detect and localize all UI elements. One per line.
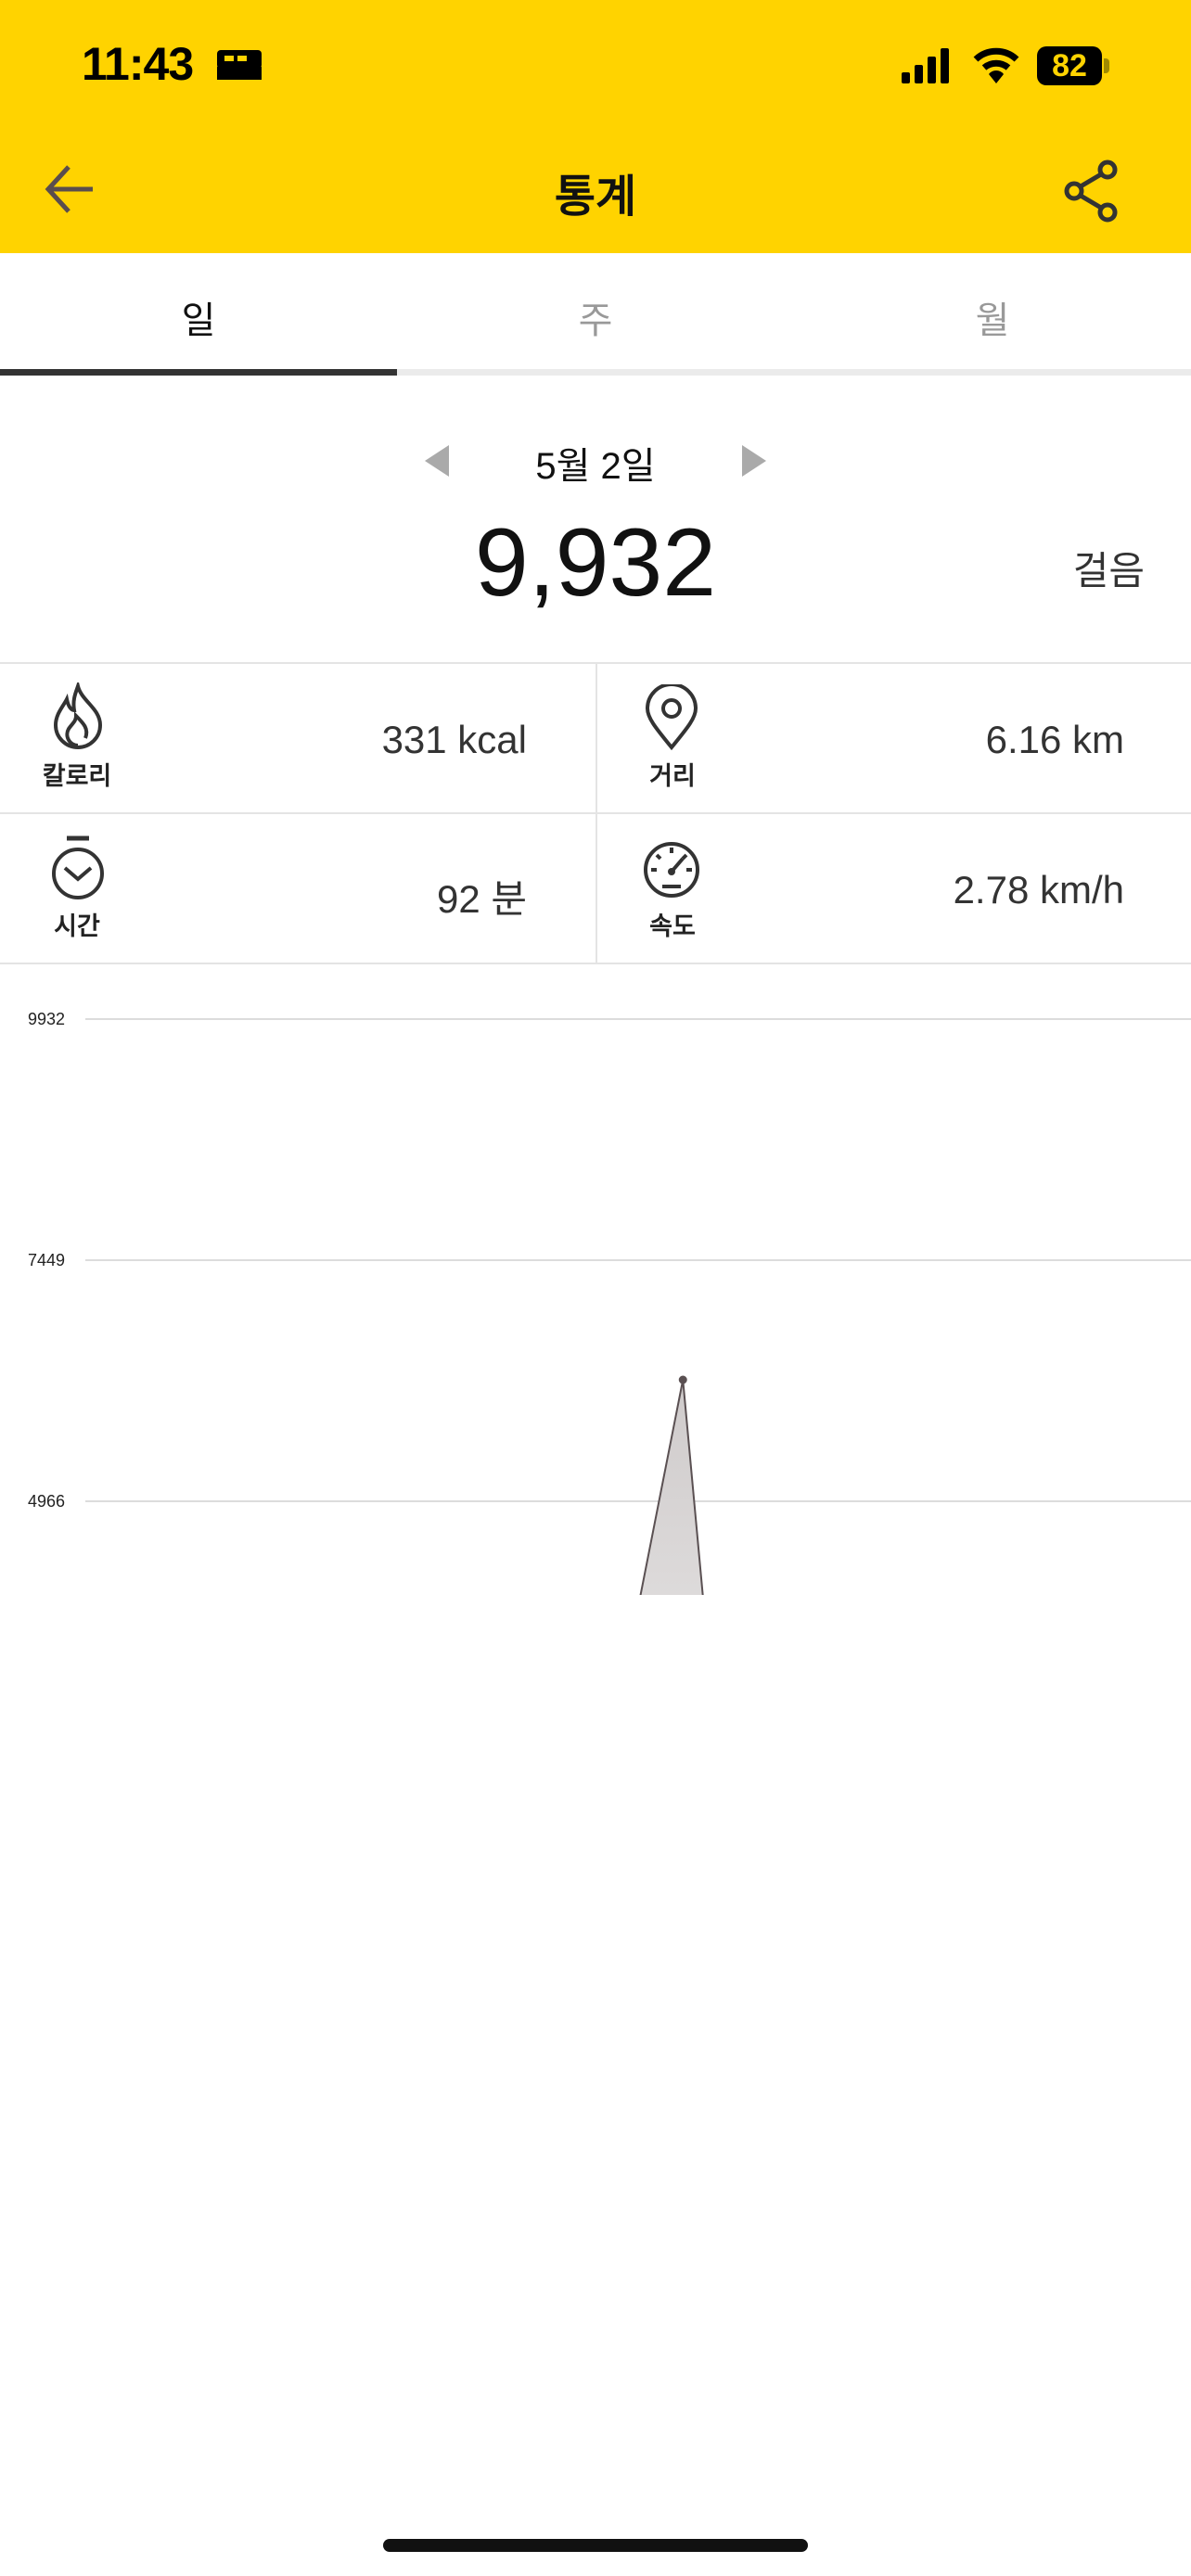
speed-label: 속도 (649, 912, 696, 940)
wifi-icon (973, 47, 1019, 83)
speedometer-icon (644, 842, 699, 898)
location-pin-icon (645, 684, 698, 751)
battery-tip (1104, 58, 1109, 73)
step-count: 9,932 (474, 509, 717, 617)
period-tabs: 일 주 월 (0, 253, 1191, 376)
y-tick-label: 9932 (28, 1010, 65, 1028)
divider (596, 662, 597, 964)
data-point (678, 1375, 687, 1384)
home-indicator[interactable] (383, 2539, 808, 2552)
tab-month[interactable]: 월 (975, 300, 1010, 341)
app-header (0, 0, 1191, 253)
arrow-left-icon[interactable] (41, 163, 96, 215)
calories-label: 칼로리 (42, 762, 112, 790)
next-date-button[interactable] (740, 443, 768, 478)
battery-indicator: 82 (1037, 46, 1102, 85)
tab-week[interactable]: 주 (578, 300, 613, 341)
steps-chart: 02483496674499932 024681012141618202224 (0, 1010, 1191, 1595)
distance-value: 6.16 km (985, 718, 1124, 761)
time-label: 시간 (54, 912, 100, 940)
signal-icon (902, 48, 949, 83)
y-tick-label: 7449 (28, 1251, 65, 1269)
series-line (639, 1379, 704, 1595)
calories-value: 331 kcal (381, 718, 527, 761)
y-tick-label: 4966 (28, 1492, 65, 1511)
selected-date: 5월 2일 (535, 446, 656, 487)
prev-date-button[interactable] (423, 443, 451, 478)
tab-track (0, 369, 1191, 376)
time-value: 92 분 (436, 877, 527, 921)
status-time: 11:43 (82, 38, 194, 90)
area-fill (0, 1380, 1191, 1595)
share-icon[interactable] (1061, 158, 1121, 224)
tab-day[interactable]: 일 (181, 300, 216, 341)
distance-label: 거리 (649, 762, 696, 790)
speed-value: 2.78 km/h (953, 868, 1124, 912)
step-unit: 걸음 (1072, 549, 1145, 593)
stopwatch-icon (52, 835, 104, 899)
page-title: 통계 (554, 172, 637, 222)
flame-icon (53, 682, 103, 749)
bed-icon (217, 50, 262, 80)
tab-indicator (0, 369, 397, 376)
